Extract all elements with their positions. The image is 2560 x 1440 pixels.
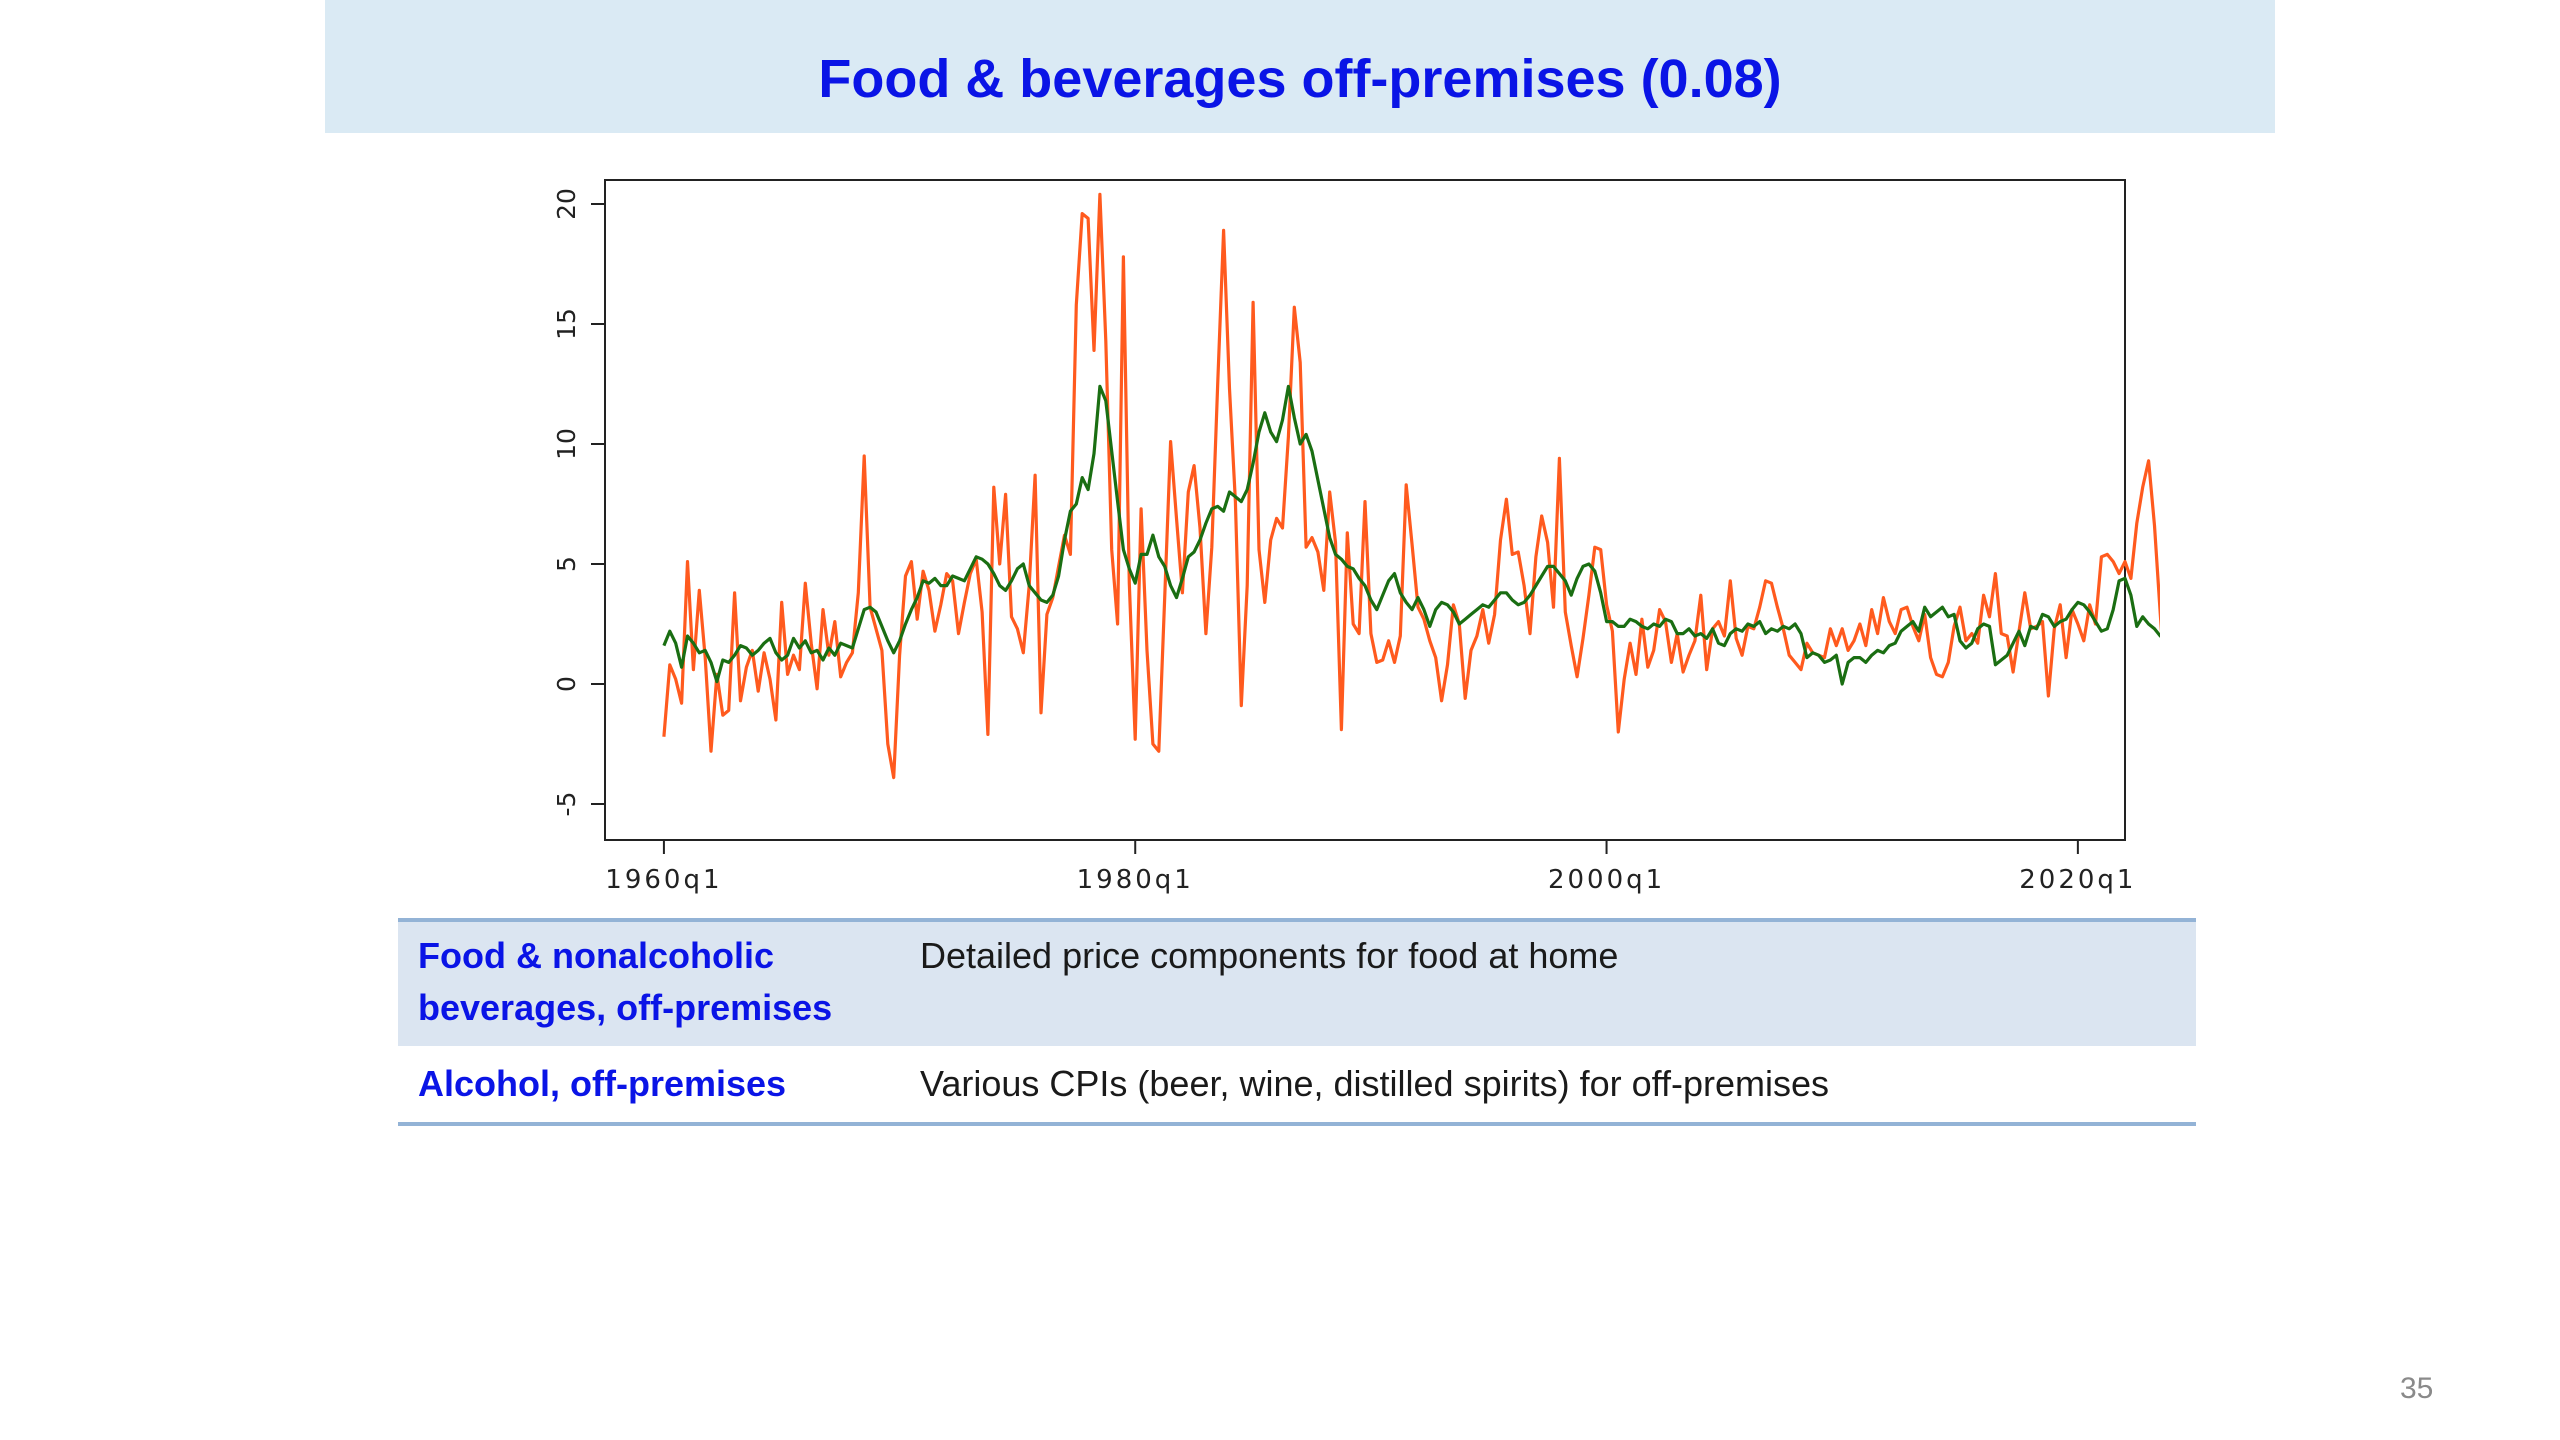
slide-title-banner: Food & beverages off-premises (0.08) [325, 0, 2275, 133]
x-tick-label: 2020q1 [2019, 865, 2136, 895]
y-tick-label: 20 [552, 188, 581, 220]
chart: -5 0 5 10 15 20 1960q1 1980q1 2000q1 2020q1 [480, 165, 2560, 899]
series-line-1 [662, 192, 2392, 780]
chart-axes: -5 0 5 10 15 20 1960q1 1980q1 2000q1 2020q1 [552, 179, 2136, 895]
table-row: Food & nonalcoholic beverages, off-premi… [398, 918, 2196, 1046]
x-tick-label: 1960q1 [605, 865, 722, 895]
chart-lines [662, 192, 2560, 821]
y-tick-label: 15 [552, 308, 581, 340]
x-tick-label: 1980q1 [1077, 865, 1194, 895]
y-tick-label: 10 [552, 428, 581, 460]
y-tick-label: -5 [552, 792, 581, 817]
plot-frame [604, 179, 2126, 841]
y-tick-label: 5 [552, 556, 581, 572]
table-row-description: Various CPIs (beer, wine, distilled spir… [920, 1063, 1829, 1104]
table-row-description: Detailed price components for food at ho… [920, 935, 1619, 976]
info-table: Food & nonalcoholic beverages, off-premi… [398, 918, 2196, 1126]
label-line: Alcohol, off-premises [418, 1063, 787, 1104]
page-number: 35 [2400, 1372, 2434, 1405]
y-tick-label: 0 [552, 676, 581, 692]
line-chart: -5 0 5 10 15 20 1960q1 1980q1 2000q1 2020q1 [552, 179, 2560, 895]
x-tick-label: 2000q1 [1548, 865, 1665, 895]
table-row: Alcohol, off-premises Various CPIs (beer… [398, 1046, 2196, 1126]
table-row-label: Alcohol, off-premises [418, 1058, 786, 1110]
label-line: Food & nonalcoholic [418, 935, 774, 976]
label-line: beverages, off-premises [418, 987, 833, 1028]
slide-title: Food & beverages off-premises (0.08) [818, 49, 1782, 109]
table-row-label: Food & nonalcoholic beverages, off-premi… [418, 930, 832, 1034]
